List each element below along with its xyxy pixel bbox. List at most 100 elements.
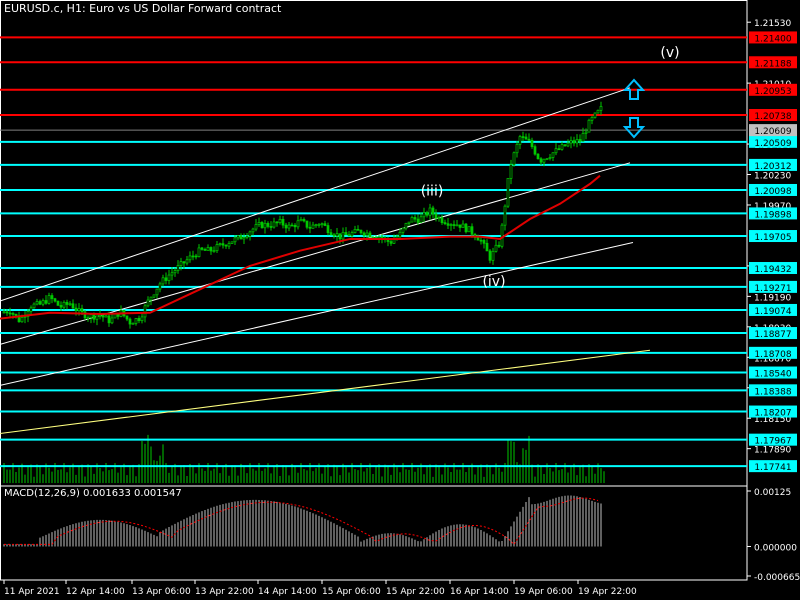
current-price-label: 1.20609: [754, 127, 791, 137]
candle-body: [44, 300, 48, 304]
candle-body: [308, 226, 312, 229]
candle-body: [29, 307, 33, 312]
candle-body: [566, 142, 570, 147]
candle-body: [305, 220, 309, 228]
candle-body: [482, 240, 486, 244]
support-price-tag: [749, 327, 797, 340]
candle-body: [341, 232, 345, 240]
candle-body: [212, 250, 216, 253]
candle-body: [479, 239, 483, 242]
channel-upper-line: [0, 87, 631, 302]
candle-body: [200, 247, 204, 250]
support-price-label: 1.17967: [754, 437, 791, 447]
candle-body: [224, 244, 228, 247]
candle-body: [125, 315, 129, 320]
candle-body: [26, 311, 30, 317]
support-price-tag: [749, 384, 797, 397]
macd-header: MACD(12,26,9) 0.001633 0.001547: [4, 488, 182, 499]
x-tick-label: 13 Apr 06:00: [132, 587, 191, 597]
macd-signal-line: [4, 497, 599, 546]
candle-body: [317, 224, 321, 226]
candle-body: [32, 303, 36, 309]
candle-body: [548, 157, 552, 159]
support-price-label: 1.19705: [754, 233, 791, 243]
y-tick-label: 1.19970: [754, 202, 791, 212]
candle-body: [101, 315, 105, 318]
candle-body: [254, 224, 258, 230]
candle-body: [584, 131, 588, 134]
candle-body: [251, 228, 255, 233]
x-tick-label: 13 Apr 22:00: [195, 587, 254, 597]
x-tick-label: 15 Apr 06:00: [322, 587, 381, 597]
candle-body: [467, 226, 471, 233]
candle-body: [290, 224, 294, 227]
candle-body: [539, 158, 543, 163]
candle-body: [437, 217, 441, 219]
candle-body: [269, 226, 273, 228]
candle-body: [278, 218, 282, 224]
candle-body: [59, 305, 63, 308]
candle-body: [248, 231, 252, 237]
candle-body: [215, 244, 219, 252]
support-price-tag: [749, 405, 797, 418]
candle-body: [182, 261, 186, 264]
candle-body: [392, 239, 396, 244]
support-price-label: 1.20509: [754, 139, 791, 149]
candle-body: [518, 136, 522, 145]
candle-body: [509, 164, 513, 179]
support-price-tag: [749, 230, 797, 243]
candle-body: [407, 221, 411, 224]
resistance-price-tag: [749, 83, 797, 96]
candle-body: [560, 144, 564, 150]
macd-y-tick-label: 0.00125: [754, 488, 791, 498]
candle-body: [104, 315, 108, 318]
candle-body: [167, 274, 171, 281]
candle-body: [590, 117, 594, 121]
resistance-price-tag: [749, 108, 797, 121]
candle-body: [284, 224, 288, 229]
candle-body: [599, 106, 603, 111]
candle-body: [170, 272, 174, 276]
candle-body: [431, 207, 435, 215]
candle-body: [593, 112, 597, 118]
candle-body: [323, 223, 327, 226]
candle-body: [512, 152, 516, 166]
candle-body: [464, 223, 468, 233]
candle-body: [80, 308, 84, 313]
candle-body: [557, 148, 561, 151]
y-tick-label: 1.18150: [754, 415, 791, 425]
candle-body: [161, 277, 165, 285]
candle-body: [257, 221, 261, 225]
support-price-tag: [749, 366, 797, 379]
candle-body: [233, 237, 237, 243]
support-price-label: 1.18540: [754, 370, 791, 380]
candle-body: [20, 317, 24, 323]
candle-body: [47, 295, 51, 304]
up-arrow-icon: [622, 78, 646, 100]
candle-body: [239, 235, 243, 240]
moving-average-line: [0, 174, 601, 320]
support-price-label: 1.18207: [754, 409, 791, 419]
y-tick-label: 1.19190: [754, 293, 791, 303]
candle-body: [137, 318, 141, 322]
candle-body: [404, 222, 408, 229]
candle-body: [311, 224, 315, 229]
candle-body: [74, 307, 78, 311]
candle-body: [506, 178, 510, 207]
candle-body: [569, 140, 573, 144]
x-tick-label: 16 Apr 14:00: [450, 587, 509, 597]
candle-body: [95, 315, 99, 320]
candle-body: [350, 232, 354, 237]
candle-body: [497, 244, 501, 247]
candle-body: [206, 247, 210, 251]
x-tick-label: 19 Apr 06:00: [514, 587, 573, 597]
candle-body: [77, 308, 81, 311]
candle-body: [416, 218, 420, 223]
support-price-tag: [749, 433, 797, 446]
candle-body: [485, 242, 489, 252]
candle-body: [521, 136, 525, 138]
candle-body: [287, 224, 291, 229]
x-tick-label: 14 Apr 14:00: [258, 587, 317, 597]
candle-body: [365, 232, 369, 236]
